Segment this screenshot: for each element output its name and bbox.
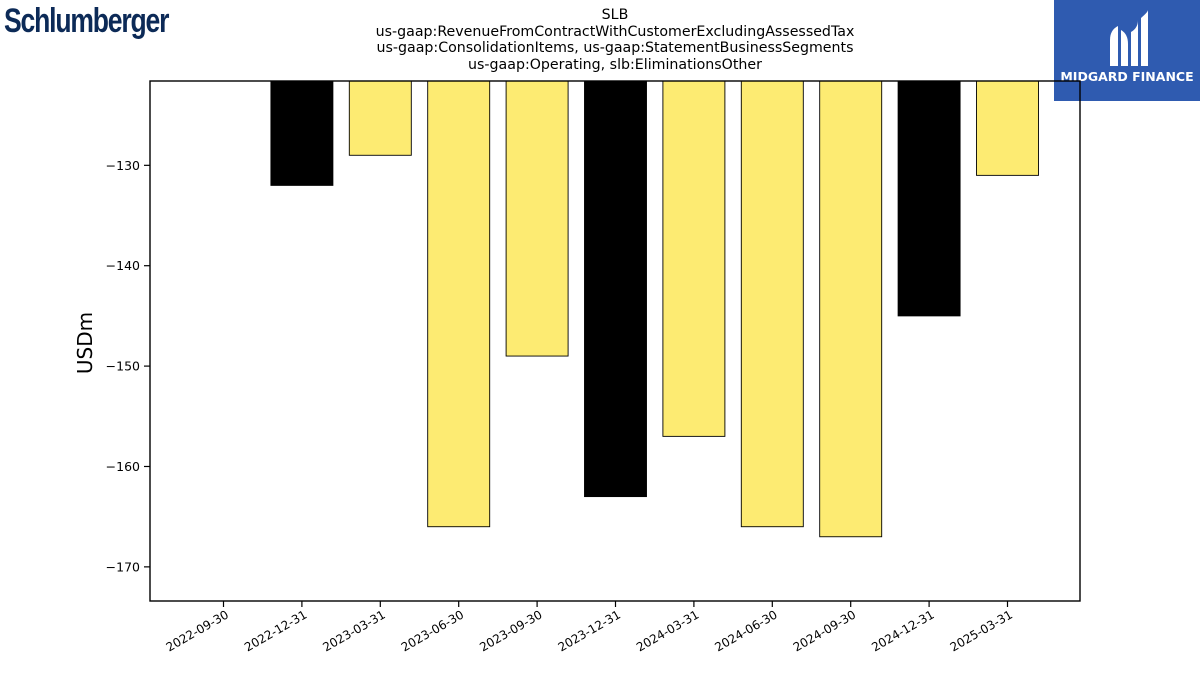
y-tick-label: −130: [106, 158, 140, 173]
x-tick-label: 2024-12-31: [869, 607, 936, 654]
x-tick-label: 2024-06-30: [712, 607, 779, 654]
bar-2023-06-30: [427, 80, 491, 528]
bar-2025-03-31: [976, 80, 1039, 176]
title-line: us-gaap:Operating, slb:EliminationsOther: [468, 56, 762, 73]
title-line: us-gaap:RevenueFromContractWithCustomerE…: [375, 23, 855, 40]
y-tick-label: −170: [106, 559, 140, 574]
y-tick-label: −150: [106, 359, 140, 374]
bar-2023-03-31: [348, 80, 412, 156]
bar-2024-12-31: [897, 80, 961, 317]
midgard-brand-text: MIDGARD FINANCE: [1060, 69, 1194, 84]
x-tick-label: 2023-06-30: [399, 607, 466, 654]
bar-2023-12-31: [584, 80, 647, 498]
bar-2023-09-30: [505, 80, 569, 357]
title-line: SLB: [601, 7, 629, 23]
midgard-finance-logo: MIDGARD FINANCE: [1054, 0, 1200, 101]
bar-2024-06-30: [740, 80, 804, 528]
x-tick-label: 2022-09-30: [164, 607, 231, 654]
bar-2024-09-30: [819, 80, 883, 538]
x-tick-label: 2023-09-30: [477, 607, 544, 654]
schlumberger-logo: Schlumberger: [4, 2, 169, 40]
x-tick-label: 2022-12-31: [242, 607, 309, 654]
x-tick-label: 2023-03-31: [320, 607, 387, 654]
x-tick-label: 2025-03-31: [948, 607, 1015, 654]
chart-title: SLB us-gaap:RevenueFromContractWithCusto…: [315, 7, 915, 73]
plot-frame: [149, 80, 1081, 602]
y-tick-label: −140: [106, 258, 140, 273]
bars-group: [270, 80, 1039, 538]
x-tick-label: 2024-03-31: [634, 607, 701, 654]
bar-2022-12-31: [270, 80, 334, 186]
x-axis: 2022-09-30 2022-12-31 2023-03-31 2023-06-30…: [164, 601, 1015, 654]
bar-2024-03-31: [662, 80, 726, 437]
title-line: us-gaap:ConsolidationItems, us-gaap:Stat…: [376, 40, 854, 56]
y-tick-label: −160: [106, 459, 140, 474]
y-axis-label: USDm: [73, 312, 97, 374]
y-axis: −130 −140 −150 −160 −170: [106, 158, 150, 574]
x-tick-label: 2023-12-31: [556, 607, 623, 654]
x-tick-label: 2024-09-30: [791, 607, 858, 654]
midgard-mark-icon: [1110, 10, 1148, 66]
